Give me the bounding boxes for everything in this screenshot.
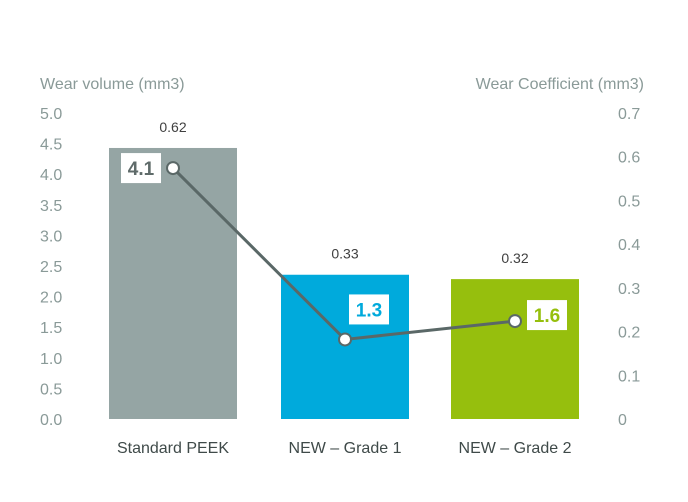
left-tick-label: 0.5 [40, 381, 62, 398]
category-label: NEW – Grade 1 [289, 440, 402, 457]
left-axis-title: Wear volume (mm3) [40, 76, 185, 93]
category-label: NEW – Grade 2 [459, 440, 572, 457]
right-tick-label: 0.4 [618, 237, 640, 254]
point-value-label: 4.1 [128, 159, 155, 180]
category-labels: Standard PEEK NEW – Grade 1 NEW – Grade 2 [117, 440, 572, 457]
right-tick-label: 0.6 [618, 150, 640, 167]
right-tick-label: 0.3 [618, 281, 640, 298]
left-tick-label: 2.5 [40, 259, 62, 276]
point-value-label: 1.6 [534, 306, 560, 327]
left-tick-label: 4.5 [40, 137, 62, 154]
left-tick-label: 2.0 [40, 290, 62, 307]
point-label-box [349, 294, 389, 325]
left-tick-label: 1.0 [40, 351, 62, 368]
right-tick-label: 0.7 [618, 106, 640, 123]
right-axis-ticks: 0 0.1 0.2 0.3 0.4 0.5 0.6 0.7 [618, 106, 640, 429]
right-tick-label: 0.2 [618, 325, 640, 342]
left-axis-ticks: 0.0 0.5 1.0 1.5 2.0 2.5 3.0 3.5 4.0 4.5 5.0 [40, 106, 62, 429]
line-point [508, 314, 522, 329]
right-tick-label: 0 [618, 412, 627, 429]
right-tick-label: 0.5 [618, 193, 640, 210]
point-label-box [527, 300, 567, 331]
bar-value-label: 0.32 [501, 250, 528, 266]
left-tick-label: 4.0 [40, 167, 62, 184]
right-axis-title: Wear Coefficient (mm3) [476, 76, 644, 93]
category-label: Standard PEEK [117, 440, 229, 457]
left-tick-label: 0.0 [40, 412, 62, 429]
right-tick-label: 0.1 [618, 368, 640, 385]
bars [109, 147, 579, 419]
point-label-box [121, 153, 161, 184]
left-tick-label: 1.5 [40, 320, 62, 337]
bar-value-labels: 0.62 0.33 0.32 [159, 119, 528, 266]
left-tick-label: 3.0 [40, 228, 62, 245]
bar-value-label: 0.62 [159, 119, 186, 135]
point-value-label: 1.3 [356, 300, 382, 321]
left-tick-label: 3.5 [40, 198, 62, 215]
line-point [166, 161, 180, 176]
line-point [338, 332, 352, 347]
bar-value-label: 0.33 [331, 246, 358, 262]
bar [109, 147, 237, 419]
left-tick-label: 5.0 [40, 106, 62, 123]
wear-volume-line: 4.1 1.3 1.6 [121, 153, 567, 347]
